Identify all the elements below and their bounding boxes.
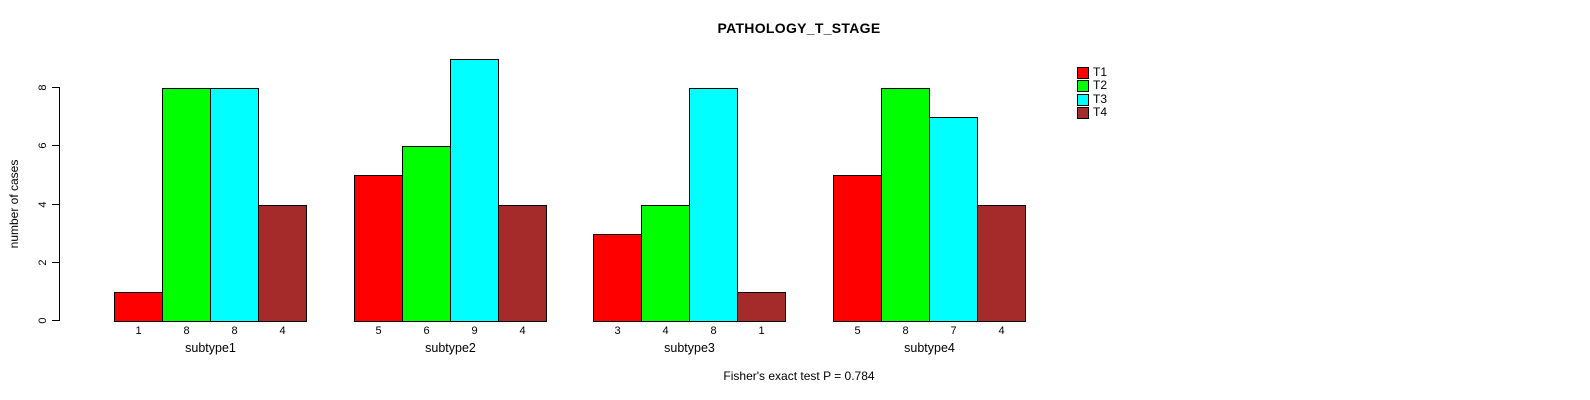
bar-t2-subtype4 — [881, 88, 930, 322]
bar-value-label: 1 — [135, 325, 142, 337]
legend-item-t4: T4 — [1077, 106, 1107, 119]
bar-t1-subtype3 — [593, 234, 642, 322]
bar-t3-subtype3 — [689, 88, 738, 322]
y-axis-tick — [52, 204, 59, 205]
y-axis-tick — [52, 145, 59, 146]
bar-t3-subtype1 — [210, 88, 259, 322]
bar-value-label: 3 — [614, 325, 621, 337]
legend-swatch-t4 — [1077, 106, 1089, 119]
bar-t4-subtype3 — [737, 292, 786, 322]
legend-swatch-t1 — [1077, 66, 1089, 79]
footnote: Fisher's exact test P = 0.784 — [723, 369, 875, 383]
bar-t4-subtype1 — [258, 205, 307, 322]
y-axis-tick — [52, 87, 59, 88]
group-label-subtype3: subtype3 — [664, 341, 715, 355]
legend-label: T1 — [1093, 65, 1108, 79]
legend-item-t1: T1 — [1077, 66, 1107, 79]
bar-t1-subtype2 — [354, 175, 403, 322]
bar-value-label: 6 — [423, 325, 430, 337]
bar-value-label: 7 — [950, 325, 957, 337]
bar-t1-subtype1 — [114, 292, 163, 322]
bar-t4-subtype4 — [977, 205, 1026, 322]
y-axis-tick-label: 0 — [37, 317, 49, 324]
legend-label: T3 — [1093, 92, 1108, 106]
legend-item-t3: T3 — [1077, 93, 1107, 106]
bar-value-label: 8 — [183, 325, 190, 337]
bar-t3-subtype4 — [929, 117, 978, 322]
chart-title: PATHOLOGY_T_STAGE — [717, 20, 881, 36]
bar-value-label: 4 — [279, 325, 286, 337]
bar-value-label: 4 — [998, 325, 1005, 337]
y-axis-tick-label: 8 — [37, 84, 49, 91]
y-axis-label: number of cases — [7, 159, 21, 249]
bar-value-label: 8 — [710, 325, 717, 337]
bar-value-label: 1 — [758, 325, 765, 337]
bar-value-label: 8 — [902, 325, 909, 337]
bar-t2-subtype1 — [162, 88, 211, 322]
legend-label: T4 — [1093, 105, 1108, 119]
legend-swatch-t3 — [1077, 93, 1089, 106]
legend-swatch-t2 — [1077, 79, 1089, 92]
bar-t1-subtype4 — [833, 175, 882, 322]
y-axis-line — [59, 87, 60, 321]
bar-t2-subtype2 — [402, 146, 451, 322]
group-label-subtype1: subtype1 — [185, 341, 236, 355]
y-axis-tick — [52, 320, 59, 321]
y-axis-tick-label: 4 — [37, 201, 49, 208]
bar-t4-subtype2 — [498, 205, 547, 322]
legend-item-t2: T2 — [1077, 79, 1107, 92]
y-axis-tick-label: 6 — [37, 142, 49, 149]
bar-value-label: 4 — [519, 325, 526, 337]
group-label-subtype2: subtype2 — [425, 341, 476, 355]
bar-value-label: 9 — [471, 325, 478, 337]
y-axis-tick — [52, 262, 59, 263]
bar-t2-subtype3 — [641, 205, 690, 322]
bar-value-label: 5 — [854, 325, 861, 337]
y-axis-tick-label: 2 — [37, 259, 49, 266]
bar-value-label: 8 — [231, 325, 238, 337]
legend-label: T2 — [1093, 78, 1108, 92]
bar-value-label: 4 — [662, 325, 669, 337]
bar-t3-subtype2 — [450, 59, 499, 322]
group-label-subtype4: subtype4 — [904, 341, 955, 355]
bar-value-label: 5 — [375, 325, 382, 337]
